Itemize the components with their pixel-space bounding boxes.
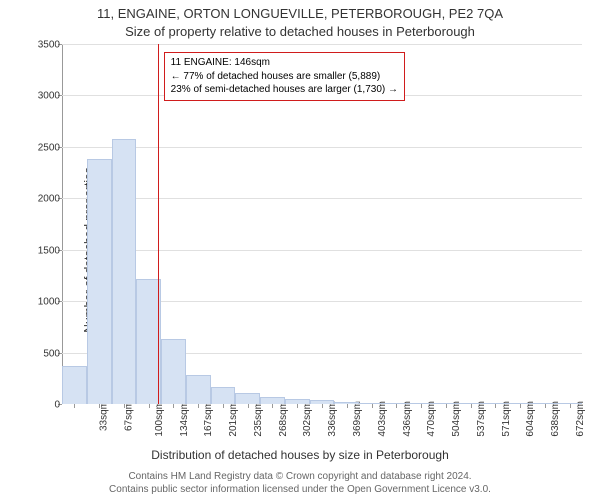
- ytick-label: 500: [43, 348, 60, 359]
- ytick-label: 2000: [38, 194, 60, 205]
- xtick-label: 268sqm: [278, 401, 289, 437]
- xtick-label: 604sqm: [525, 401, 536, 437]
- xtick-mark: [297, 404, 298, 408]
- xtick-mark: [545, 404, 546, 408]
- histogram-bar: [235, 393, 260, 404]
- info-line1: 11 ENGAINE: 146sqm: [171, 56, 398, 70]
- xtick-mark: [248, 404, 249, 408]
- xtick-label: 201sqm: [228, 401, 239, 437]
- ytick-label: 3000: [38, 91, 60, 102]
- xtick-mark: [272, 404, 273, 408]
- xtick-label: 100sqm: [154, 401, 165, 437]
- xtick-label: 336sqm: [327, 401, 338, 437]
- xtick-label: 403sqm: [377, 401, 388, 437]
- xtick-mark: [74, 404, 75, 408]
- info-line2: ← 77% of detached houses are smaller (5,…: [171, 70, 398, 84]
- info-line3: 23% of semi-detached houses are larger (…: [171, 83, 398, 97]
- histogram-bar: [87, 159, 112, 404]
- xtick-label: 167sqm: [204, 401, 215, 437]
- ytick-label: 3500: [38, 40, 60, 51]
- chart-container: { "chart": { "type": "histogram", "title…: [0, 0, 600, 500]
- xtick-label: 672sqm: [575, 401, 586, 437]
- xtick-label: 504sqm: [451, 401, 462, 437]
- ytick-label: 2500: [38, 142, 60, 153]
- xtick-mark: [372, 404, 373, 408]
- ytick-label: 1000: [38, 297, 60, 308]
- gridline: [62, 198, 582, 199]
- xtick-label: 638sqm: [550, 401, 561, 437]
- xtick-label: 33sqm: [99, 401, 110, 431]
- xtick-label: 302sqm: [303, 401, 314, 437]
- xtick-mark: [347, 404, 348, 408]
- histogram-bar: [211, 387, 236, 404]
- xtick-mark: [421, 404, 422, 408]
- xtick-mark: [223, 404, 224, 408]
- xtick-label: 537sqm: [476, 401, 487, 437]
- plot-area: 050010001500200025003000350033sqm67sqm10…: [62, 44, 582, 404]
- gridline: [62, 147, 582, 148]
- xtick-label: 369sqm: [352, 401, 363, 437]
- xtick-mark: [99, 404, 100, 408]
- xtick-mark: [396, 404, 397, 408]
- histogram-bar: [260, 397, 285, 404]
- xtick-label: 67sqm: [124, 401, 135, 431]
- xtick-mark: [446, 404, 447, 408]
- histogram-bar: [112, 139, 137, 404]
- histogram-bar: [62, 366, 87, 404]
- gridline: [62, 250, 582, 251]
- xtick-mark: [149, 404, 150, 408]
- marker-vertical-line: [158, 44, 159, 404]
- xtick-mark: [471, 404, 472, 408]
- histogram-bar: [186, 375, 211, 404]
- gridline: [62, 44, 582, 45]
- xtick-label: 235sqm: [253, 401, 264, 437]
- y-axis-line: [62, 44, 63, 404]
- histogram-bar: [161, 339, 186, 404]
- xtick-label: 470sqm: [426, 401, 437, 437]
- footer-line2: Contains public sector information licen…: [0, 483, 600, 496]
- xtick-mark: [322, 404, 323, 408]
- xtick-mark: [495, 404, 496, 408]
- ytick-label: 1500: [38, 245, 60, 256]
- xtick-label: 436sqm: [402, 401, 413, 437]
- chart-title-line1: 11, ENGAINE, ORTON LONGUEVILLE, PETERBOR…: [0, 6, 600, 21]
- xtick-label: 134sqm: [179, 401, 190, 437]
- xtick-mark: [173, 404, 174, 408]
- footer-attribution: Contains HM Land Registry data © Crown c…: [0, 470, 600, 496]
- ytick-label: 0: [54, 400, 60, 411]
- footer-line1: Contains HM Land Registry data © Crown c…: [0, 470, 600, 483]
- x-axis-label: Distribution of detached houses by size …: [0, 448, 600, 462]
- xtick-mark: [520, 404, 521, 408]
- marker-info-box: 11 ENGAINE: 146sqm← 77% of detached hous…: [164, 52, 405, 101]
- xtick-mark: [124, 404, 125, 408]
- xtick-mark: [570, 404, 571, 408]
- xtick-mark: [198, 404, 199, 408]
- chart-title-line2: Size of property relative to detached ho…: [0, 24, 600, 39]
- xtick-label: 571sqm: [501, 401, 512, 437]
